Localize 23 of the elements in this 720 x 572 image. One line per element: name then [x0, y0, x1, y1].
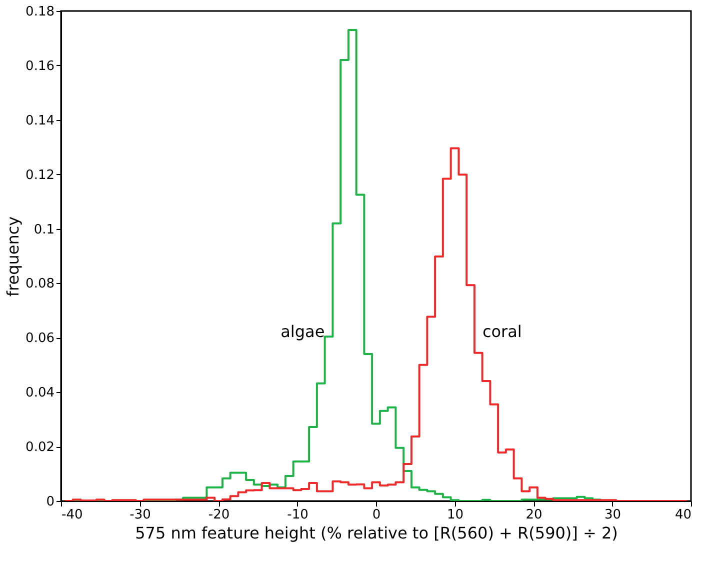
y-tick-label: 0.04	[26, 386, 54, 401]
x-tick-label: 20	[526, 508, 542, 522]
series-label: algae	[280, 322, 325, 341]
y-tick-label: 0.02	[26, 440, 54, 456]
y-tick-label: 0.12	[26, 168, 54, 183]
series-label: coral	[482, 322, 522, 341]
y-tick-label: 0	[46, 494, 54, 510]
x-tick-label: -20	[208, 508, 230, 522]
x-axis-title: 575 nm feature height (% relative to [R(560) + R(590)] ÷ 2)	[135, 524, 618, 542]
y-tick-label: 0.16	[26, 58, 54, 74]
y-tick-label: 0.1	[34, 222, 54, 238]
y-axis-title: frequency	[4, 216, 23, 297]
y-tick-label: 0.06	[26, 331, 54, 346]
x-tick-label: -30	[130, 508, 151, 522]
x-tick-label: 0	[372, 508, 381, 522]
x-tick-label: -40	[62, 508, 83, 522]
y-tick-label: 0.08	[26, 276, 54, 292]
y-tick-label: 0.14	[26, 113, 54, 128]
x-tick-label: -10	[287, 508, 308, 522]
x-tick-label: 10	[446, 508, 464, 522]
y-tick-label: 0.18	[26, 4, 54, 20]
x-tick-label: 30	[604, 508, 622, 522]
x-tick-label: 40	[674, 508, 692, 522]
